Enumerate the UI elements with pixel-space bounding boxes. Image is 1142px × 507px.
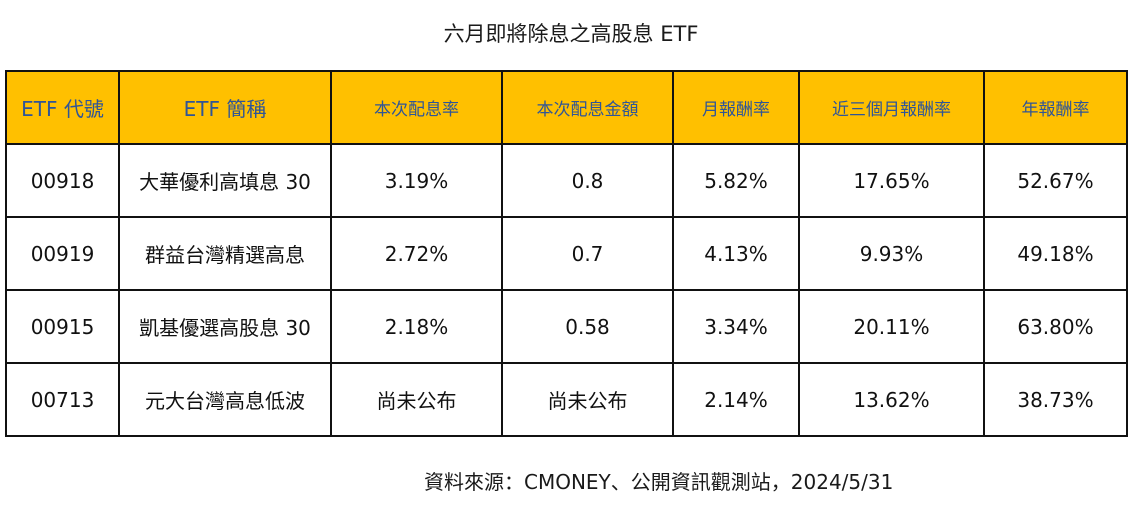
cell-monthly-return: 2.14% bbox=[672, 362, 800, 437]
cell-etf-name: 群益台灣精選高息 bbox=[118, 216, 332, 291]
cell-three-month-return: 20.11% bbox=[798, 289, 985, 364]
table-row: 00919 群益台灣精選高息 2.72% 0.7 4.13% 9.93% 49.… bbox=[5, 216, 1128, 291]
header-etf-name: ETF 簡稱 bbox=[118, 70, 332, 145]
cell-etf-name: 大華優利高填息 30 bbox=[118, 143, 332, 218]
cell-etf-code: 00713 bbox=[5, 362, 120, 437]
cell-annual-return: 52.67% bbox=[983, 143, 1128, 218]
cell-dividend-yield: 2.72% bbox=[330, 216, 503, 291]
header-dividend-amount: 本次配息金額 bbox=[501, 70, 674, 145]
header-dividend-yield: 本次配息率 bbox=[330, 70, 503, 145]
cell-monthly-return: 3.34% bbox=[672, 289, 800, 364]
cell-dividend-yield: 尚未公布 bbox=[330, 362, 503, 437]
header-annual-return: 年報酬率 bbox=[983, 70, 1128, 145]
cell-three-month-return: 17.65% bbox=[798, 143, 985, 218]
cell-dividend-amount: 0.8 bbox=[501, 143, 674, 218]
cell-dividend-amount: 尚未公布 bbox=[501, 362, 674, 437]
cell-monthly-return: 5.82% bbox=[672, 143, 800, 218]
cell-etf-name: 凱基優選高股息 30 bbox=[118, 289, 332, 364]
cell-dividend-yield: 2.18% bbox=[330, 289, 503, 364]
cell-dividend-yield: 3.19% bbox=[330, 143, 503, 218]
cell-dividend-amount: 0.7 bbox=[501, 216, 674, 291]
header-etf-code: ETF 代號 bbox=[5, 70, 120, 145]
table-row: 00915 凱基優選高股息 30 2.18% 0.58 3.34% 20.11%… bbox=[5, 289, 1128, 364]
cell-annual-return: 38.73% bbox=[983, 362, 1128, 437]
table-row: 00713 元大台灣高息低波 尚未公布 尚未公布 2.14% 13.62% 38… bbox=[5, 362, 1128, 437]
cell-three-month-return: 9.93% bbox=[798, 216, 985, 291]
cell-monthly-return: 4.13% bbox=[672, 216, 800, 291]
cell-etf-name: 元大台灣高息低波 bbox=[118, 362, 332, 437]
cell-annual-return: 49.18% bbox=[983, 216, 1128, 291]
page-title: 六月即將除息之高股息 ETF bbox=[443, 22, 699, 46]
etf-table: ETF 代號 ETF 簡稱 本次配息率 本次配息金額 月報酬率 近三個月報酬率 … bbox=[5, 70, 1128, 437]
cell-etf-code: 00918 bbox=[5, 143, 120, 218]
cell-dividend-amount: 0.58 bbox=[501, 289, 674, 364]
cell-annual-return: 63.80% bbox=[983, 289, 1128, 364]
table-header-row: ETF 代號 ETF 簡稱 本次配息率 本次配息金額 月報酬率 近三個月報酬率 … bbox=[5, 70, 1128, 145]
source-note: 資料來源：CMONEY、公開資訊觀測站，2024/5/31 bbox=[424, 470, 894, 494]
table-row: 00918 大華優利高填息 30 3.19% 0.8 5.82% 17.65% … bbox=[5, 143, 1128, 218]
header-monthly-return: 月報酬率 bbox=[672, 70, 800, 145]
cell-etf-code: 00919 bbox=[5, 216, 120, 291]
header-three-month-return: 近三個月報酬率 bbox=[798, 70, 985, 145]
cell-three-month-return: 13.62% bbox=[798, 362, 985, 437]
cell-etf-code: 00915 bbox=[5, 289, 120, 364]
